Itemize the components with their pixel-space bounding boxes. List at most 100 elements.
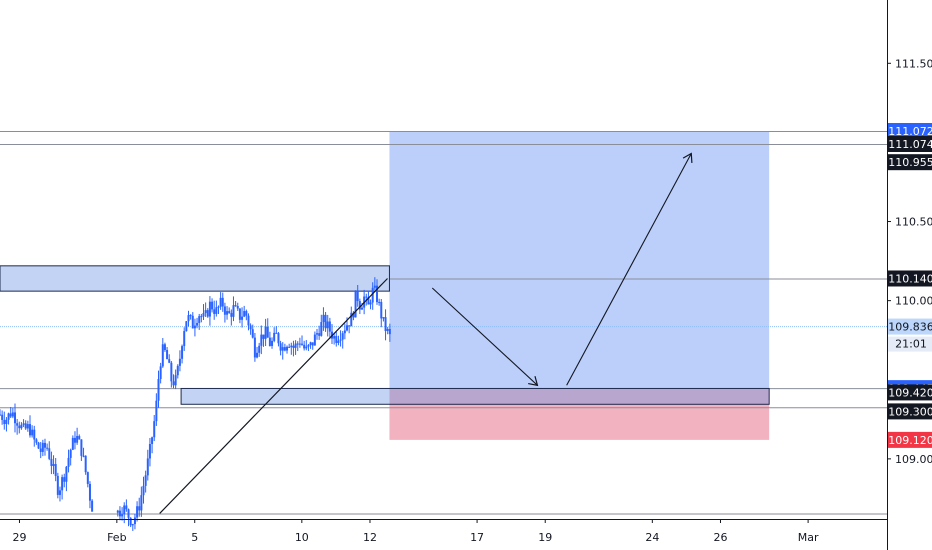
candle-body [146,458,149,476]
candle-body [18,425,21,429]
price-tick-label: 109.000 [895,453,932,466]
candle-body [22,423,25,425]
candle-body [144,475,147,486]
candle-body [339,339,342,341]
candle-body [39,448,42,452]
candle-body [155,400,158,422]
candle-body [20,424,23,429]
candle-body [33,429,36,440]
candle-body [58,490,61,495]
candle-body [352,312,355,318]
candle-body [281,347,284,351]
candle-body [48,448,51,459]
time-tick-label: Feb [107,531,126,544]
price-tick-label: 110.000 [895,295,932,308]
candle-body [341,333,344,340]
candle-body [80,439,83,456]
candle-body [41,442,44,452]
plot-area[interactable] [0,131,887,531]
candle-body [266,326,269,338]
candle-body [125,505,128,510]
candle-body [211,301,214,310]
time-tick-label: 26 [713,531,727,544]
candle-body [1,414,4,420]
candle-body [127,509,130,518]
candle-body [118,510,121,517]
candle-body [193,325,196,329]
candle-body [346,325,349,331]
candle-body [365,296,368,298]
candle-body [37,442,40,449]
candle-body [328,321,331,332]
price-badge [888,135,932,152]
candle-body [241,316,244,320]
candle-body [91,500,94,512]
candle-body [367,297,370,305]
candle-body [256,352,259,358]
candle-body [65,466,68,482]
resistance-zone[interactable] [0,265,390,292]
price-badge [888,123,932,140]
candle-body [307,345,310,347]
price-tick-label: 110.500 [895,216,932,229]
candles [0,277,391,531]
candle-body [129,517,132,526]
target-zone[interactable] [389,131,770,389]
candle-body [202,313,205,317]
projection-arrow-down[interactable] [431,287,539,387]
support-zone-overlap[interactable] [389,388,770,405]
price-axis[interactable]: 111.500 110.500 110.000 109.000 [887,57,932,466]
price-tick-label: 111.500 [895,57,932,70]
candle-body [50,458,53,466]
support-zone-border[interactable] [180,387,770,405]
candle-body [213,309,216,314]
support-zone[interactable] [181,388,390,405]
candle-body [43,442,46,448]
candle-body [172,381,175,386]
candle-body [324,314,327,329]
candle-body [313,334,316,346]
candle-body [268,337,271,346]
candle-body [88,483,91,501]
candle-body [264,326,267,339]
candle-body [157,378,160,401]
trendline[interactable] [159,278,388,514]
candle-body [369,302,372,305]
candle-body [24,423,27,429]
price-badge-label: 109.300 [888,405,932,418]
candle-body [206,310,209,317]
price-badge [888,431,932,448]
candle-body [230,313,233,317]
candle-body [151,437,154,444]
candle-body [35,439,38,443]
candle-body [148,443,151,459]
candle-body [0,414,1,416]
candle-body [217,306,220,308]
candle-body [245,311,248,316]
candle-body [191,315,194,329]
candle-body [131,524,134,526]
projection-arrow-up[interactable] [566,152,693,386]
price-badge [888,384,932,401]
candle-body [296,343,299,345]
time-axis[interactable]: 29 Feb 5 10 12 17 19 24 26 Mar [12,519,819,544]
candle-body [84,455,87,473]
candle-body [311,342,314,346]
candle-body [371,287,374,303]
candle-body [343,330,346,334]
candle-body [294,343,297,348]
candle-body [375,285,378,303]
candle-body [138,506,141,511]
candle-body [174,375,177,386]
candle-body [378,301,381,303]
candle-body [286,346,289,351]
candle-body [275,332,278,334]
candle-body [215,307,218,314]
candle-body [176,365,179,376]
candle-body [61,477,64,491]
candle-body [200,316,203,318]
candle-body [178,358,181,366]
price-badge-label: 109.836 [888,321,932,334]
